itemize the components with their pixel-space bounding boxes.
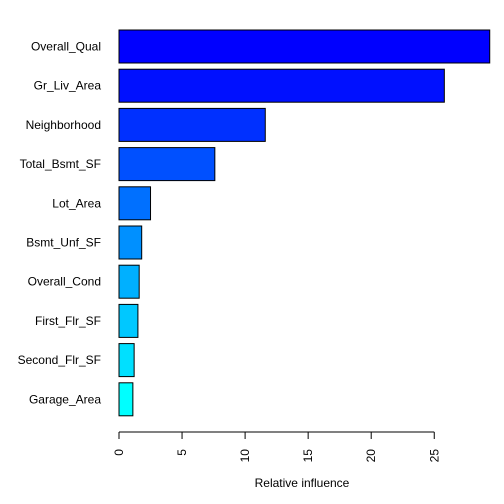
- category-label: Overall_Cond: [28, 275, 101, 289]
- bar-garage-area: [118, 382, 134, 417]
- bar-bsmt-unf-sf: [118, 225, 143, 260]
- x-axis-label: Relative influence: [255, 476, 350, 490]
- x-tick-label: 5: [175, 449, 189, 456]
- category-label: Second_Flr_SF: [18, 353, 101, 367]
- category-label: Neighborhood: [26, 118, 101, 132]
- bar-second-flr-sf: [118, 343, 135, 378]
- x-tick-label: 25: [427, 449, 441, 463]
- bar-overall-cond: [118, 264, 140, 299]
- bar-total-bsmt-sf: [118, 147, 216, 182]
- bar-lot-area: [118, 186, 152, 221]
- bar-neighborhood: [118, 107, 266, 142]
- category-label: Bsmt_Unf_SF: [26, 236, 101, 250]
- category-label: Lot_Area: [52, 196, 101, 210]
- bar-first-flr-sf: [118, 303, 139, 338]
- x-tick-label: 20: [364, 449, 378, 463]
- x-tick-label: 10: [238, 449, 252, 463]
- category-label: Gr_Liv_Area: [34, 79, 102, 93]
- x-axis: 0 5 10 15 20 25: [112, 431, 441, 463]
- category-label: Overall_Qual: [31, 40, 101, 54]
- category-label: First_Flr_SF: [35, 314, 101, 328]
- bars-group: [118, 29, 491, 417]
- category-label: Total_Bsmt_SF: [20, 157, 101, 171]
- bar-gr-liv-area: [118, 68, 445, 103]
- x-tick-label: 0: [112, 449, 126, 456]
- category-label: Garage_Area: [29, 392, 101, 406]
- category-labels-group: Overall_Qual Gr_Liv_Area Neighborhood Total…: [18, 40, 102, 407]
- x-tick-label: 15: [301, 449, 315, 463]
- bar-overall-qual: [118, 29, 491, 64]
